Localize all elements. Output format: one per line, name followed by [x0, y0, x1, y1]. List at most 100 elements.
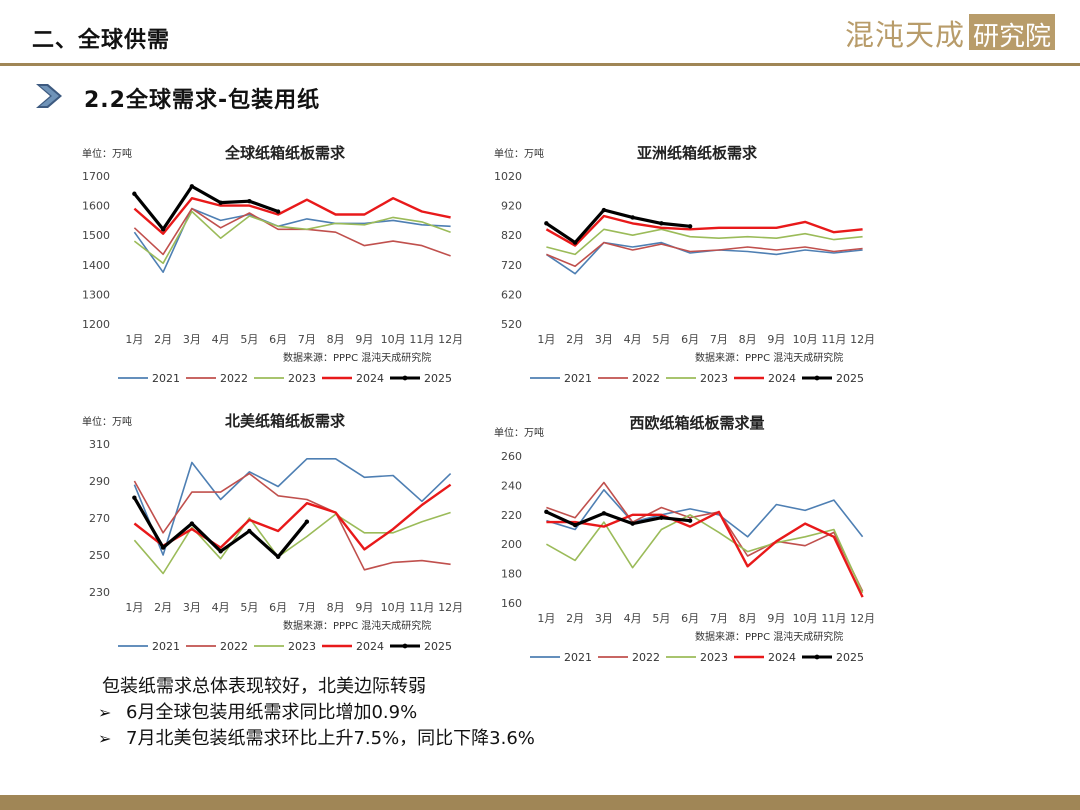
x-tick-label: 2月: [154, 333, 172, 346]
series-point-2025: [247, 198, 252, 204]
logo-box-text: 研究院: [972, 22, 1051, 52]
series-line-2022: [546, 241, 863, 268]
chart-title: 西欧纸箱纸板需求量: [629, 414, 764, 432]
series-point-2025: [189, 184, 195, 189]
legend-label-2021: 2021: [564, 372, 592, 385]
x-tick-label: 1月: [125, 601, 143, 614]
bullet-text-1: 6月全球包装用纸需求同比增加0.9%: [126, 702, 418, 723]
legend-label-2023: 2023: [700, 372, 728, 385]
series-point-2025: [630, 521, 635, 526]
logo-text: 混沌天成: [845, 18, 966, 52]
series-point-2025: [601, 207, 607, 213]
logo-box: 研究院: [969, 14, 1055, 52]
series-point-2025: [189, 521, 195, 526]
series-point-2025: [304, 519, 310, 524]
y-tick-label: 1500: [82, 229, 110, 242]
summary-bullets: 包装纸需求总体表现较好，北美边际转弱 ➢ 6月全球包装用纸需求同比增加0.9% ➢…: [98, 674, 1002, 752]
y-tick-label: 230: [89, 586, 110, 599]
series-line-2021: [545, 241, 863, 275]
chevron-right-icon: [36, 84, 62, 108]
legend-label-2022: 2022: [220, 640, 248, 653]
x-tick-label: 6月: [269, 333, 287, 346]
legend-label-2022: 2022: [220, 372, 248, 385]
bullet-item: ➢ 7月北美包装纸需求环比上升7.5%，同比下降3.6%: [98, 726, 1002, 752]
x-tick-label: 7月: [710, 333, 728, 346]
series-line-2023: [133, 210, 451, 265]
x-tick-label: 10月: [381, 601, 406, 614]
legend-label-2021: 2021: [564, 651, 592, 664]
x-tick-label: 2月: [566, 333, 584, 346]
series-point-2025: [572, 240, 578, 245]
series-line-2023: [133, 511, 451, 575]
header: 二、全球供需 混沌天成 研究院: [0, 0, 1080, 66]
series-point-2025: [659, 515, 664, 520]
x-tick-label: 4月: [624, 612, 642, 625]
unit-label: 单位：万吨: [494, 147, 544, 160]
x-tick-label: 8月: [739, 612, 757, 625]
legend-label-2023: 2023: [700, 651, 728, 664]
x-tick-label: 8月: [739, 333, 757, 346]
x-tick-label: 6月: [681, 333, 699, 346]
series-point-2025: [275, 554, 281, 560]
x-tick-label: 1月: [537, 333, 555, 346]
x-tick-label: 11月: [821, 333, 846, 346]
y-tick-label: 260: [501, 450, 522, 463]
page-subtitle: 2.2全球需求-包装用纸: [84, 88, 321, 113]
series-point-2025: [132, 191, 137, 196]
y-tick-label: 1400: [82, 259, 110, 272]
x-tick-label: 7月: [298, 333, 316, 346]
series-line-2024: [133, 483, 452, 551]
series-line-2025: [133, 184, 279, 231]
chart-title: 全球纸箱纸板需求: [224, 144, 346, 162]
series-line-2024: [545, 214, 863, 247]
legend-label-2025: 2025: [424, 372, 452, 385]
series-point-2025: [160, 545, 166, 550]
y-tick-label: 220: [501, 509, 522, 522]
arrow-bullet-icon: ➢: [98, 729, 112, 748]
y-tick-label: 720: [501, 259, 522, 272]
y-tick-label: 270: [89, 512, 110, 525]
footer-bar: [0, 795, 1080, 810]
chart-svg: 单位：万吨 全球纸箱纸板需求 1200 1300 1400 1500 1600 1700 1月 2…: [82, 144, 463, 385]
y-tick-label: 1700: [82, 170, 110, 183]
legend-label-2024: 2024: [356, 640, 384, 653]
x-tick-label: 3月: [595, 333, 613, 346]
data-source-label: 数据来源：PPPC 混沌天成研究院: [695, 351, 843, 364]
x-tick-label: 4月: [212, 601, 230, 614]
x-tick-label: 12月: [438, 601, 463, 614]
y-tick-label: 250: [89, 549, 110, 562]
series-line-2021: [546, 489, 864, 538]
x-tick-label: 12月: [850, 612, 875, 625]
y-tick-label: 200: [501, 538, 522, 551]
series-point-2025: [601, 511, 607, 516]
data-source-label: 数据来源：PPPC 混沌天成研究院: [283, 351, 431, 364]
bullet-text-2: 7月北美包装纸需求环比上升7.5%，同比下降3.6%: [126, 728, 535, 749]
x-tick-label: 4月: [624, 333, 642, 346]
y-tick-label: 820: [501, 229, 522, 242]
series-line-2024: [546, 510, 864, 598]
legend-marker-2025: [402, 375, 408, 381]
unit-label: 单位：万吨: [82, 147, 132, 160]
legend-label-2023: 2023: [288, 640, 316, 653]
x-tick-label: 9月: [767, 333, 785, 346]
y-tick-label: 240: [501, 479, 522, 492]
series-point-2025: [630, 215, 635, 220]
series-point-2025: [659, 221, 664, 226]
legend-label-2025: 2025: [424, 640, 452, 653]
x-tick-label: 5月: [652, 612, 670, 625]
legend-label-2024: 2024: [768, 372, 796, 385]
series-line-2025: [545, 208, 691, 245]
x-tick-label: 5月: [240, 333, 258, 346]
series-line-2025: [545, 510, 691, 527]
legend-label-2024: 2024: [768, 651, 796, 664]
x-tick-label: 11月: [821, 612, 846, 625]
y-tick-label: 310: [89, 438, 110, 451]
x-tick-label: 1月: [125, 333, 143, 346]
legend-label-2022: 2022: [632, 651, 660, 664]
x-tick-label: 4月: [212, 333, 230, 346]
y-tick-label: 1020: [494, 170, 522, 183]
series-line-2022: [546, 481, 864, 592]
header-divider: [0, 63, 1080, 66]
x-tick-label: 10月: [793, 612, 818, 625]
chart-svg: 单位：万吨 北美纸箱纸板需求 230 250 270 290 310 1月 2月 3月 4月 5月 6月…: [82, 412, 463, 653]
